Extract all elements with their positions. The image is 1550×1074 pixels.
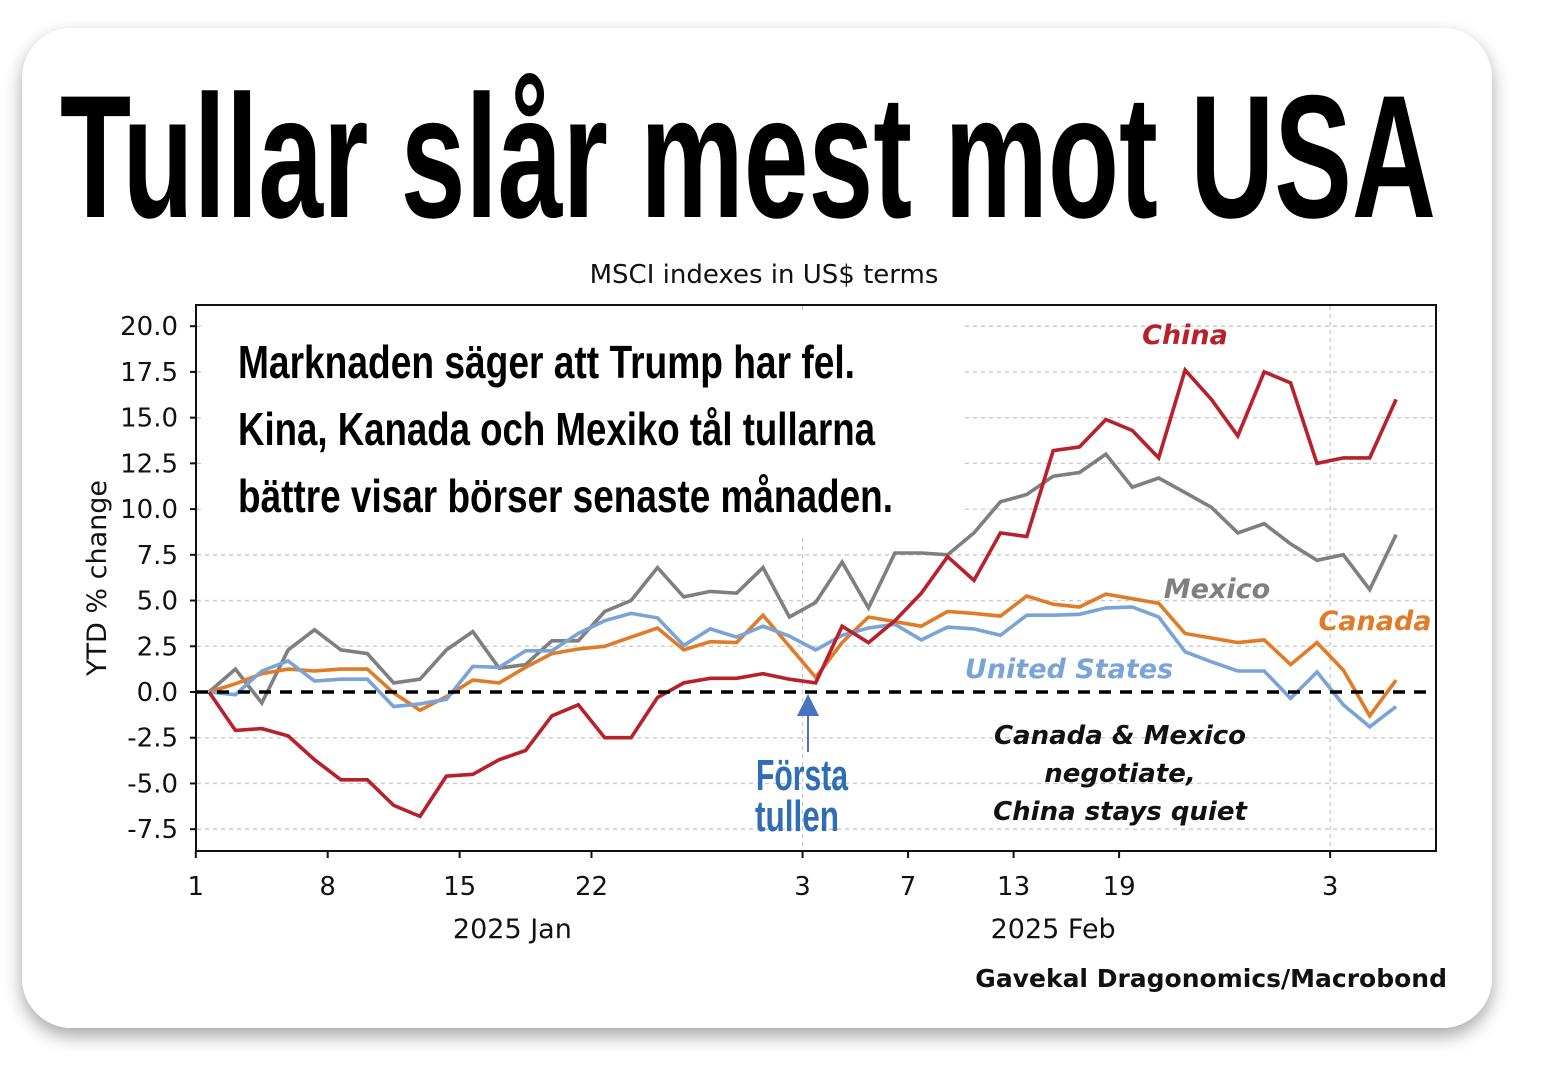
x-tick-label: 7 xyxy=(900,872,917,902)
x-tick-label: 13 xyxy=(997,872,1030,902)
series-labels: China Mexico Canada United States xyxy=(965,320,1432,685)
y-tick-label: -2.5 xyxy=(127,724,178,754)
y-tick-label: 15.0 xyxy=(120,404,178,434)
y-axis-label: YTD % change xyxy=(82,480,113,677)
chart-title: MSCI indexes in US$ terms xyxy=(590,260,939,290)
y-tick-label: 0.0 xyxy=(137,678,178,708)
x-tick-label: 3 xyxy=(794,872,811,902)
callout: Marknaden säger att Trump har fel. Kina,… xyxy=(238,336,893,522)
y-tick-label: 2.5 xyxy=(137,632,178,662)
source-credit: Gavekal Dragonomics/Macrobond xyxy=(975,964,1447,993)
event-label-line-1: Första xyxy=(756,751,848,800)
series-lines xyxy=(207,366,1398,819)
note-line-1: Canada & Mexico xyxy=(994,721,1246,751)
y-tick-label: 5.0 xyxy=(137,587,178,617)
x-tick-label: 3 xyxy=(1322,872,1339,902)
arrow-up-icon xyxy=(797,694,819,716)
x-axis: 1 8 15 22 3 7 13 19 3 2025 Jan 2025 Feb xyxy=(188,851,1339,945)
event-marker: Första tullen xyxy=(755,694,848,841)
label-united-states: United States xyxy=(965,654,1173,685)
label-china: China xyxy=(1142,320,1228,351)
x-tick-label: 8 xyxy=(319,872,336,902)
label-mexico: Mexico xyxy=(1164,574,1270,605)
x-tick-label: 19 xyxy=(1103,872,1136,902)
month-label: 2025 Feb xyxy=(991,914,1116,945)
month-label: 2025 Jan xyxy=(453,914,572,945)
series-line-canada xyxy=(208,592,1398,720)
plot-frame xyxy=(195,304,1437,852)
x-tick-label: 22 xyxy=(575,872,608,902)
y-tick-label: 7.5 xyxy=(137,541,178,571)
x-tick-label: 1 xyxy=(188,872,205,902)
y-tick-label: 20.0 xyxy=(120,312,178,342)
y-axis: 20.0 17.5 15.0 12.5 10.0 7.5 5.0 2.5 0.0 -2.5 -5.0… xyxy=(120,312,196,845)
callout-line-2: Kina, Kanada och Mexiko tål tullarna xyxy=(238,403,875,455)
y-tick-label: -7.5 xyxy=(127,815,178,845)
y-tick-label: 17.5 xyxy=(120,358,178,388)
callout-line-1: Marknaden säger att Trump har fel. xyxy=(238,336,855,388)
note-line-2: negotiate, xyxy=(1044,759,1195,789)
series-line-china xyxy=(207,366,1398,819)
y-tick-label: 12.5 xyxy=(120,449,178,479)
series-line-united-states xyxy=(208,605,1398,730)
event-label-line-2: tullen xyxy=(755,792,839,841)
note-annotation: Canada & Mexico negotiate, China stays q… xyxy=(993,721,1248,827)
note-line-3: China stays quiet xyxy=(993,797,1248,827)
series-line-mexico xyxy=(207,451,1398,707)
y-tick-label: 10.0 xyxy=(120,495,178,525)
headline: Tullar slår mest mot USA xyxy=(60,60,1436,255)
y-tick-label: -5.0 xyxy=(127,769,178,799)
callout-background xyxy=(204,312,962,534)
callout-line-3: bättre visar börser senaste månaden. xyxy=(238,470,893,522)
label-canada: Canada xyxy=(1318,606,1431,637)
x-tick-label: 15 xyxy=(443,872,476,902)
